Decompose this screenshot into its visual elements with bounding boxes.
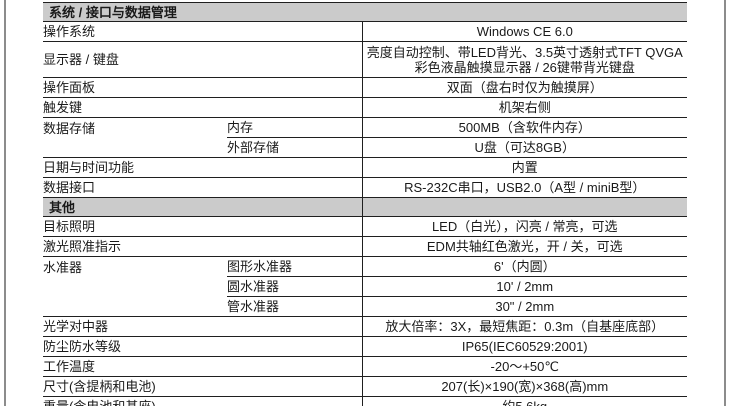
section-header-empty-cell [361, 197, 688, 217]
spec-label: 激光照准指示 [43, 236, 362, 257]
table-row-operating-temperature: 工作温度 -20～+50℃ [43, 356, 688, 377]
spec-value: 亮度自动控制、带LED背光、3.5英寸透射式TFT QVGA彩色液晶触摸显示器 … [361, 41, 688, 78]
spec-label: 触发键 [43, 97, 362, 118]
spec-value: 双面（盘右时仅为触摸屏） [361, 77, 688, 98]
spec-value: U盘（可达8GB） [361, 137, 688, 158]
section-header-other: 其他 [43, 197, 688, 217]
table-row-display-keyboard: 显示器 / 键盘 亮度自动控制、带LED背光、3.5英寸透射式TFT QVGA彩… [43, 41, 688, 78]
spec-value: 207(长)×190(宽)×368(高)mm [361, 376, 688, 397]
table-row-weight: 重量(含电池和基座) 约5.6kg [43, 396, 688, 406]
spec-value: 500MB（含软件内存） [361, 117, 688, 138]
spec-label: 数据接口 [43, 177, 362, 198]
spec-sublabel: 图形水准器 [227, 256, 362, 277]
spec-sublabel: 管水准器 [227, 296, 362, 317]
spec-value: 6'（内圆） [361, 256, 688, 277]
spec-sublabel: 外部存储 [227, 137, 362, 158]
spec-value: RS-232C串口，USB2.0（A型 / miniB型） [361, 177, 688, 198]
spec-value: Windows CE 6.0 [361, 21, 688, 42]
spec-label: 操作系统 [43, 21, 362, 42]
table-row-data-storage-external: 外部存储 U盘（可达8GB） [43, 137, 688, 158]
spec-label: 工作温度 [43, 356, 362, 377]
spec-label: 重量(含电池和基座) [43, 396, 362, 406]
table-row-optical-plummet: 光学对中器 放大倍率：3X，最短焦距：0.3m（自基座底部） [43, 316, 688, 337]
table-row-dimensions: 尺寸(含提柄和电池) 207(长)×190(宽)×368(高)mm [43, 376, 688, 397]
spec-value: 约5.6kg [361, 396, 688, 406]
page-right-border-line [724, 0, 726, 406]
spec-label: 显示器 / 键盘 [43, 41, 362, 78]
table-row-trigger-key: 触发键 机架右侧 [43, 97, 688, 118]
table-row-data-storage-internal: 数据存储 内存 500MB（含软件内存） [43, 117, 688, 158]
spec-value: EDM共轴红色激光，开 / 关，可选 [361, 236, 688, 257]
table-row-date-time: 日期与时间功能 内置 [43, 157, 688, 178]
spec-value: IP65(IEC60529:2001) [361, 336, 688, 357]
table-row-laser-pointer: 激光照准指示 EDM共轴红色激光，开 / 关，可选 [43, 236, 688, 257]
spec-value: 机架右侧 [361, 97, 688, 118]
spec-label: 目标照明 [43, 216, 362, 237]
page-left-border-line [4, 0, 6, 406]
table-row-os: 操作系统 Windows CE 6.0 [43, 21, 688, 42]
spec-label: 日期与时间功能 [43, 157, 362, 178]
spec-label: 水准器 [43, 256, 227, 317]
spec-value: 10' / 2mm [361, 276, 688, 297]
spec-value: LED（白光），闪亮 / 常亮，可选 [361, 216, 688, 237]
table-row-level-graphic: 水准器 图形水准器 6'（内圆） [43, 256, 688, 317]
spec-value: 内置 [361, 157, 688, 178]
spec-label: 尺寸(含提柄和电池) [43, 376, 362, 397]
spec-label: 光学对中器 [43, 316, 362, 337]
section-title: 其他 [43, 197, 362, 217]
table-row-target-illumination: 目标照明 LED（白光），闪亮 / 常亮，可选 [43, 216, 688, 237]
table-row-data-interface: 数据接口 RS-232C串口，USB2.0（A型 / miniB型） [43, 177, 688, 198]
table-row-operation-panel: 操作面板 双面（盘右时仅为触摸屏） [43, 77, 688, 98]
spec-sublabel: 内存 [227, 117, 362, 138]
spec-table: 系统 / 接口与数据管理 操作系统 Windows CE 6.0 显示器 / 键… [43, 2, 688, 406]
spec-value: 30" / 2mm [361, 296, 688, 317]
spec-label: 数据存储 [43, 117, 227, 158]
table-row-ip-rating: 防尘防水等级 IP65(IEC60529:2001) [43, 336, 688, 357]
section-header-system: 系统 / 接口与数据管理 [43, 2, 688, 22]
spec-value: -20～+50℃ [361, 356, 688, 377]
spec-label: 操作面板 [43, 77, 362, 98]
spec-label: 防尘防水等级 [43, 336, 362, 357]
table-row-level-tubular: 管水准器 30" / 2mm [43, 296, 688, 317]
spec-value: 放大倍率：3X，最短焦距：0.3m（自基座底部） [361, 316, 688, 337]
table-row-level-circular: 圆水准器 10' / 2mm [43, 276, 688, 297]
spec-sublabel: 圆水准器 [227, 276, 362, 297]
section-title: 系统 / 接口与数据管理 [43, 2, 688, 22]
